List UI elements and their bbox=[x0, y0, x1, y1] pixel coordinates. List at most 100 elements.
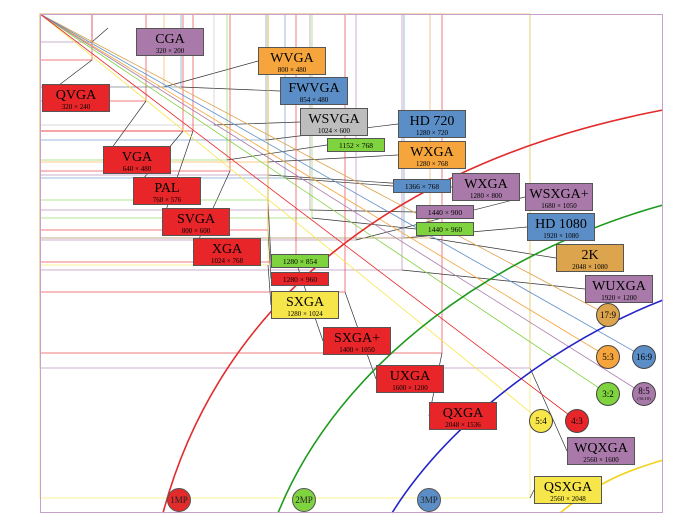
connector-line bbox=[267, 199, 272, 262]
resolution-dimensions: 1280 × 1024 bbox=[287, 310, 323, 318]
aspect-ratio-label: 5:4 bbox=[535, 415, 547, 426]
resolution-name: FWVGA bbox=[288, 81, 340, 96]
resolution-box: CGA 320 × 200 bbox=[136, 28, 204, 56]
resolution-box: WVGA 800 × 480 bbox=[258, 47, 326, 75]
resolution-name: WXGA bbox=[464, 177, 508, 192]
resolution-name: WVGA bbox=[270, 51, 314, 66]
resolution-dimensions: 1280 × 720 bbox=[416, 129, 448, 137]
connector-line bbox=[267, 154, 399, 163]
resolution-box: SXGA+ 1400 × 1050 bbox=[323, 327, 391, 355]
aspect-ratio-line bbox=[39, 13, 609, 395]
resolution-dimensions: 1152 × 768 bbox=[339, 141, 373, 150]
connector-line bbox=[213, 121, 301, 126]
resolution-dimensions: 2560 × 1600 bbox=[583, 456, 619, 464]
resolution-box: WXGA 1280 × 800 bbox=[452, 173, 520, 201]
resolution-dimensions: 320 × 200 bbox=[155, 47, 185, 55]
resolution-dimensions: 1440 × 900 bbox=[427, 208, 463, 217]
connector-line bbox=[163, 60, 259, 88]
aspect-ratio-label: 5:3 bbox=[602, 351, 614, 362]
resolution-dimensions: 1600 × 1200 bbox=[392, 384, 428, 392]
resolution-box: UXGA 1600 × 1200 bbox=[376, 365, 444, 393]
resolution-name: WXGA bbox=[410, 145, 454, 160]
resolution-name: WQXGA bbox=[574, 441, 628, 456]
resolution-box: VGA 640 × 480 bbox=[103, 146, 171, 174]
resolution-dimensions: 1400 × 1050 bbox=[339, 346, 375, 354]
resolution-dimensions: 1280 × 768 bbox=[416, 160, 448, 168]
resolution-dimensions: 800 × 600 bbox=[181, 227, 211, 235]
aspect-ratio-badge: 5:3 bbox=[596, 345, 620, 369]
resolution-dimensions: 1440 × 960 bbox=[427, 225, 463, 234]
resolution-dimensions: 1366 × 768 bbox=[404, 182, 440, 191]
resolution-name: WUXGA bbox=[592, 279, 646, 294]
resolution-box: 1440 × 900 bbox=[416, 205, 474, 219]
resolution-dimensions: 1680 × 1050 bbox=[541, 202, 577, 210]
resolution-name: QVGA bbox=[55, 88, 97, 103]
resolution-name: PAL bbox=[154, 181, 180, 196]
connector-line bbox=[529, 489, 535, 499]
aspect-ratio-line bbox=[39, 13, 645, 395]
resolution-box: HD 1080 1920 × 1080 bbox=[527, 213, 595, 241]
resolution-box: QXGA 2048 × 1536 bbox=[429, 402, 497, 430]
resolution-box: WSVGA 1024 × 600 bbox=[300, 108, 368, 136]
resolution-name: QXGA bbox=[442, 406, 484, 421]
resolution-dimensions: 2048 × 1536 bbox=[445, 421, 481, 429]
megapixel-marker: 2MP bbox=[292, 488, 316, 512]
resolution-box: XGA 1024 × 768 bbox=[193, 238, 261, 266]
connector-line bbox=[311, 217, 417, 230]
resolution-box: 2K 2048 × 1080 bbox=[556, 244, 624, 272]
resolution-name: SXGA bbox=[285, 295, 325, 310]
aspect-ratio-line bbox=[39, 13, 645, 358]
resolution-box: WSXGA+ 1680 × 1050 bbox=[525, 183, 593, 211]
resolution-box: QSXGA 2560 × 2048 bbox=[534, 476, 602, 504]
resolution-box: PAL 768 × 576 bbox=[133, 177, 201, 205]
resolution-name: HD 1080 bbox=[535, 217, 587, 232]
connector-line bbox=[161, 130, 194, 223]
resolution-name: QSXGA bbox=[543, 480, 593, 495]
resolution-box: SXGA 1280 × 1024 bbox=[271, 291, 339, 319]
resolution-dimensions: 2560 × 2048 bbox=[550, 495, 586, 503]
resolution-dimensions: 1280 × 854 bbox=[282, 257, 318, 266]
connector-line bbox=[267, 229, 272, 280]
connector-line bbox=[267, 264, 272, 306]
aspect-ratio-badge: 3:2 bbox=[596, 382, 620, 406]
resolution-name: WSXGA+ bbox=[529, 187, 589, 202]
aspect-ratio-label: 4:3 bbox=[571, 415, 583, 426]
resolution-box: FWVGA 854 × 480 bbox=[280, 77, 348, 105]
resolution-dimensions: 854 × 480 bbox=[299, 96, 329, 104]
aspect-ratio-label: 3:2 bbox=[602, 388, 614, 399]
resolution-dimensions: 1024 × 600 bbox=[318, 127, 350, 135]
resolution-box: 1440 × 960 bbox=[416, 222, 474, 236]
aspect-ratio-sublabel: (16:10) bbox=[637, 395, 651, 401]
aspect-ratio-label: 8:5 bbox=[638, 385, 650, 396]
megapixel-curve bbox=[277, 204, 664, 514]
aspect-ratio-label: 17:9 bbox=[599, 309, 616, 320]
connector-line bbox=[529, 367, 568, 452]
resolution-name: UXGA bbox=[389, 369, 431, 384]
resolution-box: 1366 × 768 bbox=[393, 179, 451, 193]
resolution-name: 2K bbox=[581, 248, 599, 263]
resolution-box: 1152 × 768 bbox=[327, 138, 385, 152]
aspect-ratio-line bbox=[39, 13, 609, 358]
resolution-dimensions: 1024 × 768 bbox=[211, 257, 243, 265]
resolution-dimensions: 320 × 240 bbox=[61, 103, 91, 111]
resolution-name: SXGA+ bbox=[333, 331, 380, 346]
aspect-ratio-badge: 8:5 (16:10) bbox=[632, 382, 656, 406]
aspect-ratio-badge: 16:9 bbox=[632, 345, 656, 369]
resolution-dimensions: 1280 × 800 bbox=[470, 192, 502, 200]
resolution-name: HD 720 bbox=[409, 114, 455, 129]
aspect-ratio-badge: 5:4 bbox=[529, 409, 553, 433]
aspect-ratio-line bbox=[39, 13, 578, 422]
connector-line bbox=[180, 86, 281, 92]
aspect-ratio-badge: 17:9 bbox=[596, 303, 620, 327]
resolution-box: HD 720 1280 × 720 bbox=[398, 110, 466, 138]
resolution-box: 1280 × 960 bbox=[271, 272, 329, 286]
diagram-frame bbox=[40, 14, 663, 513]
resolution-name: XGA bbox=[211, 242, 243, 257]
connector-line bbox=[309, 209, 417, 213]
resolution-name: CGA bbox=[155, 32, 185, 47]
resolution-box: WUXGA 1920 × 1200 bbox=[585, 275, 653, 303]
aspect-ratio-label: 16:9 bbox=[635, 351, 652, 362]
aspect-ratio-line bbox=[39, 13, 542, 422]
resolution-box: WQXGA 2560 × 1600 bbox=[567, 437, 635, 465]
